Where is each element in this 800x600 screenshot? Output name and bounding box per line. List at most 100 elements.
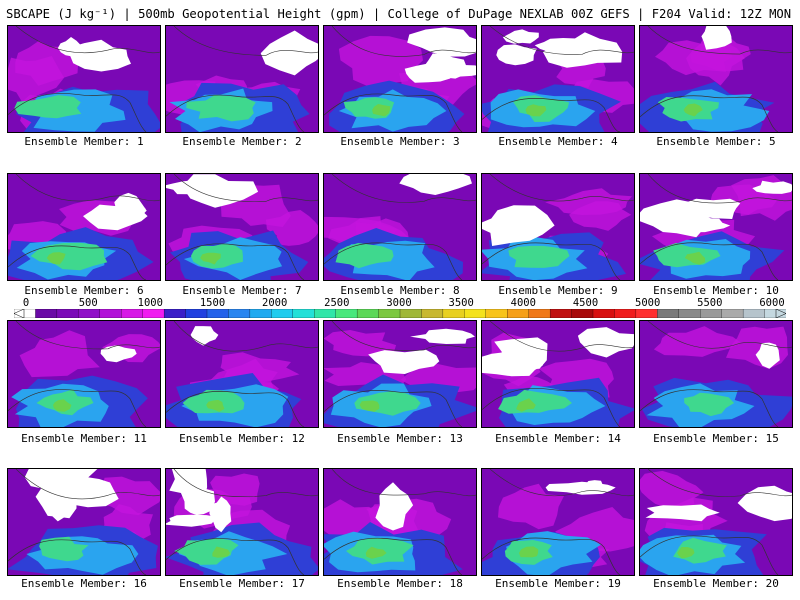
ensemble-member-caption: Ensemble Member: 13 (337, 432, 463, 445)
ensemble-panel-9 (481, 173, 635, 281)
colorbar-tick-label: 3500 (448, 297, 474, 309)
colorbar-tick-label: 1500 (199, 297, 226, 309)
cape-map-11 (8, 321, 160, 427)
ensemble-member-caption: Ensemble Member: 17 (179, 577, 305, 590)
colorbar-segment (142, 309, 165, 318)
colorbar-segment (678, 309, 701, 318)
ensemble-panel-14 (481, 320, 635, 428)
ensemble-member-caption: Ensemble Member: 7 (182, 284, 302, 297)
ensemble-member-caption: Ensemble Member: 2 (182, 135, 302, 148)
cape-map-13 (324, 321, 476, 427)
ensemble-member-caption: Ensemble Member: 12 (179, 432, 305, 445)
ensemble-panel-18 (323, 468, 477, 576)
ensemble-panel-19 (481, 468, 635, 576)
colorbar-segment (399, 309, 423, 318)
colorbar-tick-label: 4500 (572, 297, 599, 309)
ensemble-member-caption: Ensemble Member: 1 (24, 135, 144, 148)
ensemble-panel-13 (323, 320, 477, 428)
colorbar-segment (764, 309, 786, 318)
colorbar-segment (528, 309, 551, 318)
ensemble-panel-6 (7, 173, 161, 281)
colorbar-segment (99, 309, 122, 318)
colorbar-segment (292, 309, 315, 318)
ensemble-member-caption: Ensemble Member: 15 (653, 432, 779, 445)
colorbar-segment (421, 309, 444, 318)
ensemble-panel-4 (481, 25, 635, 133)
colorbar-tick-label: 3000 (386, 297, 412, 309)
ensemble-member-caption: Ensemble Member: 10 (653, 284, 779, 297)
colorbar-segment (614, 309, 637, 318)
ensemble-member-caption: Ensemble Member: 20 (653, 577, 779, 590)
cape-map-4 (482, 26, 634, 132)
cape-map-3 (324, 26, 476, 132)
ensemble-panel-17 (165, 468, 319, 576)
ensemble-member-caption: Ensemble Member: 16 (21, 577, 147, 590)
cape-map-16 (8, 469, 160, 575)
cape-map-18 (324, 469, 476, 575)
colorbar-segment (121, 309, 144, 318)
colorbar-segment (721, 309, 744, 318)
ensemble-panel-3 (323, 25, 477, 133)
colorbar-segment (378, 309, 401, 318)
colorbar-min-arrow (14, 309, 25, 318)
colorbar-segment (356, 309, 380, 318)
ensemble-panel-1 (7, 25, 161, 133)
colorbar-segment (163, 309, 187, 318)
cape-map-5 (640, 26, 792, 132)
ensemble-panel-15 (639, 320, 793, 428)
cape-map-9 (482, 174, 634, 280)
cape-map-15 (640, 321, 792, 427)
ensemble-panel-11 (7, 320, 161, 428)
cape-map-14 (482, 321, 634, 427)
ensemble-member-caption: Ensemble Member: 5 (656, 135, 776, 148)
colorbar-tick-labels: 0 500 1000 1500 2000 2500 3000 3500 4000 4500 5000… (0, 297, 800, 309)
ensemble-panel-12 (165, 320, 319, 428)
colorbar-tick-label: 0 (22, 297, 30, 309)
cape-map-6 (8, 174, 160, 280)
colorbar-tick-label: 2500 (324, 297, 350, 309)
ensemble-panel-2 (165, 25, 319, 133)
cape-map-12 (166, 321, 318, 427)
ensemble-panel-5 (639, 25, 793, 133)
colorbar-segment (206, 309, 230, 318)
colorbar-segment (549, 309, 573, 318)
cape-map-10 (640, 174, 792, 280)
colorbar-segment (700, 309, 723, 318)
ensemble-member-caption: Ensemble Member: 11 (21, 432, 147, 445)
colorbar-segment (249, 309, 272, 318)
colorbar-segment (56, 309, 79, 318)
cape-map-17 (166, 469, 318, 575)
colorbar-segment (464, 309, 487, 318)
colorbar-segment (185, 309, 208, 318)
ensemble-member-caption: Ensemble Member: 6 (24, 284, 144, 297)
ensemble-member-caption: Ensemble Member: 4 (498, 135, 618, 148)
ensemble-member-caption: Ensemble Member: 3 (340, 135, 460, 148)
colorbar-segment (78, 309, 101, 318)
colorbar-segment (485, 309, 508, 318)
ensemble-panel-8 (323, 173, 477, 281)
colorbar-segment (35, 309, 58, 318)
colorbar-max-arrow (775, 309, 786, 318)
colorbar-tick-label: 1000 (137, 297, 163, 309)
colorbar-segment (335, 309, 358, 318)
ensemble-member-caption: Ensemble Member: 9 (498, 284, 618, 297)
colorbar-tick-label: 2000 (262, 297, 288, 309)
colorbar-tick-label: 4000 (510, 297, 536, 309)
colorbar-segment (271, 309, 294, 318)
colorbar-segment (592, 309, 616, 318)
cape-map-19 (482, 469, 634, 575)
colorbar-segment (571, 309, 594, 318)
ensemble-member-caption: Ensemble Member: 8 (340, 284, 460, 297)
map-title: SBCAPE (J kg⁻¹) | 500mb Geopotential Hei… (6, 7, 796, 21)
colorbar-segment (635, 309, 658, 318)
colorbar-tick-label: 500 (78, 297, 98, 309)
colorbar-segment (657, 309, 680, 318)
colorbar-segment (228, 309, 251, 318)
colorbar-segment (507, 309, 530, 318)
cape-map-20 (640, 469, 792, 575)
colorbar-segment (442, 309, 465, 318)
colorbar-tick-label: 5000 (635, 297, 661, 309)
ensemble-panel-16 (7, 468, 161, 576)
colorbar-segment (742, 309, 766, 318)
colorbar-segment (314, 309, 337, 318)
